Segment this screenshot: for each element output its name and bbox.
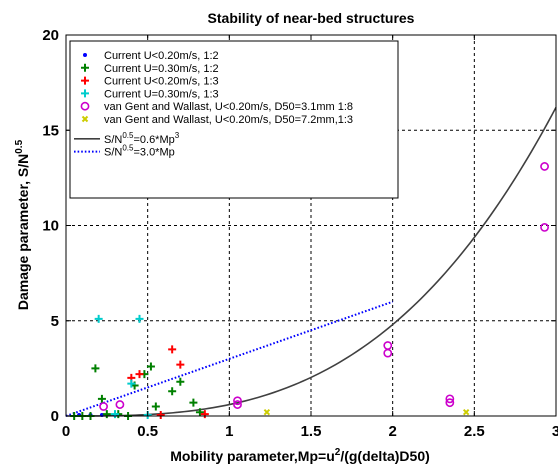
data-point-series-4 <box>233 396 242 406</box>
data-point-series-1 <box>168 387 177 396</box>
data-point-series-3 <box>135 314 144 323</box>
data-point-series-1 <box>176 377 185 386</box>
data-point-series-5 <box>263 408 271 416</box>
data-point-series-1 <box>91 364 100 373</box>
marker-layer <box>70 162 549 420</box>
y-tick-label: 5 <box>51 313 59 330</box>
data-point-series-4 <box>540 223 549 232</box>
data-point-series-4 <box>115 400 125 409</box>
legend-box <box>69 40 399 199</box>
x-tick-label: 1.5 <box>301 423 322 440</box>
legend-label-2: Current U<0.20m/s, 1:3 <box>104 76 219 88</box>
x-tick-label: 0 <box>62 423 70 440</box>
legend-label-5: van Gent and Wallast, U<0.20m/s, D50=7.2… <box>104 114 353 126</box>
y-axis-title: Damage parameter, S/N0.5 <box>14 139 31 310</box>
x-tick-label: 1 <box>225 423 233 440</box>
data-point-series-1 <box>195 408 204 417</box>
legend-label-6: S/N0.5=0.6*Mp3 <box>104 131 180 146</box>
legend-label-1: Current U=0.30m/s, 1:2 <box>104 63 219 75</box>
data-point-series-2 <box>200 410 209 419</box>
series-curve-7 <box>65 300 393 417</box>
data-point-series-2 <box>156 411 165 420</box>
x-axis-title: Mobility parameter,Mp=u2/(g(delta)D50) <box>170 447 430 464</box>
grid-lines <box>66 35 556 416</box>
y-tick-label: 20 <box>42 27 59 44</box>
y-tick-label: 15 <box>42 122 59 139</box>
data-point-series-2 <box>135 370 144 379</box>
legend-marker-0 <box>83 53 87 57</box>
x-tick-label: 2.5 <box>464 423 485 440</box>
legend-label-4: van Gent and Wallast, U<0.20m/s, D50=3.1… <box>104 101 353 113</box>
data-point-series-3 <box>94 314 103 323</box>
data-point-series-2 <box>176 360 185 369</box>
x-tick-label: 0.5 <box>137 423 158 440</box>
data-point-series-4 <box>445 394 455 404</box>
data-point-series-1 <box>102 410 111 419</box>
legend-marker-1 <box>81 63 89 72</box>
x-tick-label: 2 <box>388 423 396 440</box>
data-point-series-4 <box>233 400 242 409</box>
data-point-series-2 <box>168 345 177 354</box>
axis-ticks: 0 0.5 1 1.5 2 2.5 3 0 5 10 15 20 <box>42 27 558 440</box>
legend-marker-5 <box>81 115 89 123</box>
y-tick-label: 10 <box>42 218 59 235</box>
legend-label-3: Current U=0.30m/s, 1:3 <box>104 88 219 100</box>
y-tick-label: 0 <box>51 408 59 425</box>
data-point-series-3 <box>127 379 136 388</box>
chart-title: Stability of near-bed structures <box>208 10 415 26</box>
data-point-series-1 <box>146 362 155 371</box>
x-tick-label: 3 <box>552 423 558 440</box>
legend-marker-2 <box>81 76 89 85</box>
data-point-series-4 <box>383 348 393 358</box>
data-point-series-4 <box>445 398 455 408</box>
data-point-series-1 <box>97 394 106 403</box>
data-point-series-4 <box>99 402 108 411</box>
data-point-series-5 <box>462 408 470 416</box>
legend-marker-4 <box>80 101 90 111</box>
data-point-series-1 <box>151 402 160 411</box>
legend-label-0: Current U<0.20m/s, 1:2 <box>104 50 219 62</box>
data-point-series-3 <box>111 410 119 419</box>
data-point-series-4 <box>540 162 549 171</box>
data-point-series-1 <box>189 398 198 407</box>
legend-label-7: S/N0.5=3.0*Mp <box>104 144 175 159</box>
legend-marker-3 <box>81 89 89 98</box>
